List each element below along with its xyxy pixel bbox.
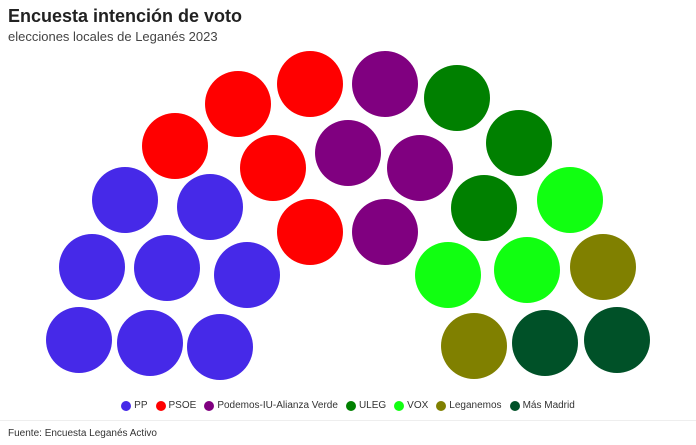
legend-item: Más Madrid — [509, 400, 575, 411]
seat-vox — [537, 167, 603, 233]
legend: PP PSOE Podemos-IU-Alianza Verde ULEG VOX Leg… — [0, 400, 696, 411]
seat-pp — [59, 234, 125, 300]
legend-swatch — [345, 400, 356, 411]
seat-leganemos — [570, 234, 636, 300]
legend-label: Podemos-IU-Alianza Verde — [217, 400, 338, 411]
legend-label: PP — [134, 400, 148, 411]
seat-podemos-iu-alianza-verde — [315, 120, 381, 186]
legend-swatch — [155, 400, 166, 411]
seat-pp — [92, 167, 158, 233]
legend-label: ULEG — [358, 400, 387, 411]
legend-item: ULEG — [345, 400, 387, 411]
seat-uleg — [424, 65, 490, 131]
seat-m-s-madrid — [512, 310, 578, 376]
seat-psoe — [277, 199, 343, 265]
seat-podemos-iu-alianza-verde — [352, 51, 418, 117]
seat-pp — [134, 235, 200, 301]
seat-pp — [117, 310, 183, 376]
legend-swatch — [436, 400, 447, 411]
legend-item: Leganemos — [436, 400, 502, 411]
legend-label: Más Madrid — [522, 400, 575, 411]
seat-psoe — [142, 113, 208, 179]
legend-label: Leganemos — [449, 400, 502, 411]
legend-swatch — [394, 400, 405, 411]
legend-swatch — [509, 400, 520, 411]
legend-label: PSOE — [168, 400, 197, 411]
legend-item: VOX — [394, 400, 428, 411]
legend-item: Podemos-IU-Alianza Verde — [204, 400, 338, 411]
chart-subtitle: elecciones locales de Leganés 2023 — [8, 29, 218, 44]
chart-title: Encuesta intención de voto — [8, 6, 243, 26]
seat-pp — [187, 314, 253, 380]
legend-item: PSOE — [155, 400, 197, 411]
seat-podemos-iu-alianza-verde — [352, 199, 418, 265]
parliament-chart — [46, 51, 650, 380]
seat-leganemos — [441, 313, 507, 379]
seat-vox — [415, 242, 481, 308]
divider — [0, 420, 696, 421]
seat-vox — [494, 237, 560, 303]
legend-item: PP — [121, 400, 148, 411]
seat-psoe — [205, 71, 271, 137]
seat-pp — [214, 242, 280, 308]
seat-pp — [46, 307, 112, 373]
seat-m-s-madrid — [584, 307, 650, 373]
seat-psoe — [277, 51, 343, 117]
seat-uleg — [451, 175, 517, 241]
source-note: Fuente: Encuesta Leganés Activo — [8, 428, 157, 439]
seat-psoe — [240, 135, 306, 201]
legend-swatch — [204, 400, 215, 411]
legend-swatch — [121, 400, 132, 411]
seat-podemos-iu-alianza-verde — [387, 135, 453, 201]
seat-uleg — [486, 110, 552, 176]
seat-pp — [177, 174, 243, 240]
legend-label: VOX — [407, 400, 429, 411]
